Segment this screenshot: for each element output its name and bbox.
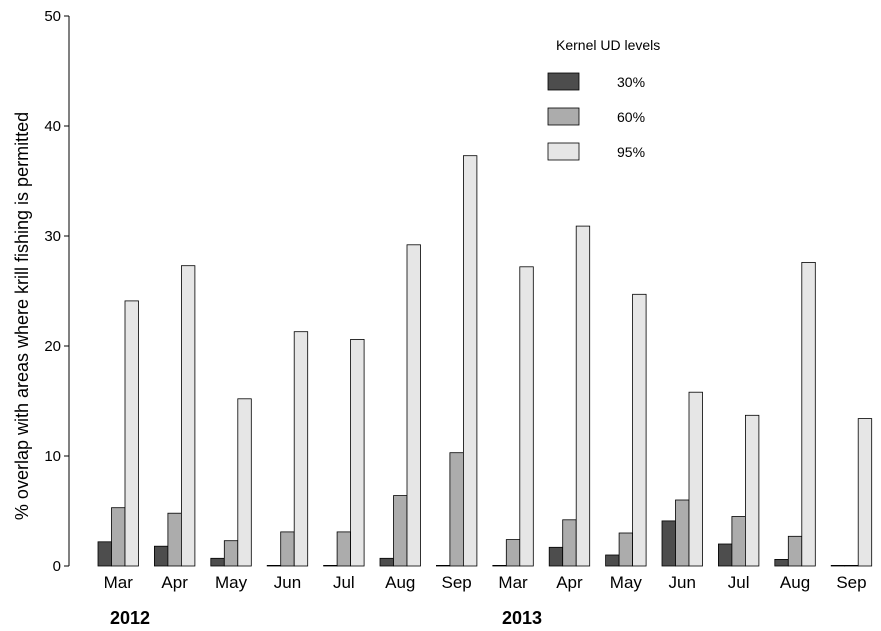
- x-tick-label: Mar: [498, 573, 528, 592]
- legend-swatch-95pct: [547, 142, 580, 161]
- x-tick-label: Apr: [161, 573, 188, 592]
- legend-label: 60%: [617, 109, 645, 125]
- bar-30pct-3: [266, 565, 282, 567]
- bar-60pct-11: [731, 516, 746, 567]
- legend-swatch-30pct: [547, 72, 580, 91]
- x-axis: Mar Apr May Jun Jul Aug Sep Mar Apr May Jun Jul Aug S…: [104, 573, 867, 628]
- bar-95pct-10: [688, 391, 703, 567]
- legend-title: Kernel UD levels: [556, 37, 660, 53]
- bar-30pct-10: [661, 520, 676, 567]
- y-axis: 0 10 20 30 40 50: [44, 8, 70, 575]
- legend: Kernel UD levels 30% 60% 95%: [547, 37, 660, 161]
- bar-95pct-1: [180, 265, 196, 567]
- group-label-2012: 2012: [110, 608, 150, 628]
- legend-label: 95%: [617, 144, 645, 160]
- bar-60pct-4: [336, 531, 352, 567]
- x-tick-label: Sep: [836, 573, 866, 592]
- y-tick-label: 20: [44, 338, 61, 355]
- bar-95pct-8: [575, 225, 591, 567]
- bar-30pct-8: [548, 546, 564, 567]
- x-tick-label: May: [215, 573, 248, 592]
- bar-95pct-3: [293, 331, 309, 567]
- bar-95pct-12: [801, 261, 816, 567]
- y-tick-label: 30: [44, 228, 61, 245]
- y-tick-label: 0: [53, 558, 61, 575]
- bar-95pct-9: [632, 293, 647, 567]
- x-tick-label: Aug: [385, 573, 415, 592]
- bar-95pct-13: [857, 418, 873, 567]
- bar-95pct-11: [745, 414, 760, 567]
- x-tick-label: Sep: [442, 573, 472, 592]
- legend-swatch-60pct: [547, 107, 580, 126]
- y-tick-label: 10: [44, 448, 61, 465]
- y-tick-label: 40: [44, 118, 61, 135]
- bar-30pct-5: [379, 557, 394, 567]
- x-tick-label: May: [610, 573, 643, 592]
- y-axis-title: % overlap with areas where krill fishing…: [12, 112, 32, 520]
- bar-95pct-5: [406, 244, 421, 567]
- bar-30pct-11: [718, 543, 733, 567]
- bar-30pct-7: [492, 565, 507, 567]
- bar-30pct-1: [153, 545, 169, 567]
- bar-30pct-12: [774, 559, 789, 567]
- bar-60pct-2: [223, 540, 239, 567]
- bar-95pct-0: [124, 300, 139, 567]
- x-tick-label: Jun: [274, 573, 301, 592]
- x-tick-label: Jul: [728, 573, 750, 592]
- bar-30pct-6: [435, 565, 451, 567]
- y-tick-label: 50: [44, 8, 61, 25]
- x-tick-label: Apr: [556, 573, 583, 592]
- group-label-2013: 2013: [502, 608, 542, 628]
- bar-60pct-13: [844, 565, 859, 567]
- bar-30pct-2: [210, 557, 225, 567]
- bar-60pct-1: [167, 512, 182, 567]
- bar-60pct-6: [449, 452, 464, 567]
- x-tick-label: Mar: [104, 573, 134, 592]
- x-tick-label: Jul: [333, 573, 355, 592]
- bar-30pct-0: [97, 541, 112, 567]
- bar-60pct-0: [111, 507, 126, 567]
- bar-95pct-6: [462, 155, 478, 567]
- bar-60pct-12: [787, 535, 803, 567]
- x-tick-label: Jun: [669, 573, 696, 592]
- x-tick-label: Aug: [780, 573, 810, 592]
- bar-95pct-2: [237, 398, 252, 567]
- bar-60pct-5: [393, 495, 408, 567]
- bar-30pct-4: [323, 565, 338, 567]
- bar-60pct-9: [618, 532, 633, 567]
- legend-label: 30%: [617, 74, 645, 90]
- bar-60pct-7: [505, 539, 521, 567]
- bar-95pct-4: [350, 338, 365, 567]
- bar-30pct-9: [605, 554, 620, 567]
- bar-60pct-10: [675, 499, 690, 567]
- bar-95pct-7: [519, 266, 534, 567]
- bar-30pct-13: [830, 565, 846, 567]
- plot-area: [97, 155, 873, 567]
- bar-60pct-8: [562, 519, 577, 567]
- bar-60pct-3: [280, 531, 295, 567]
